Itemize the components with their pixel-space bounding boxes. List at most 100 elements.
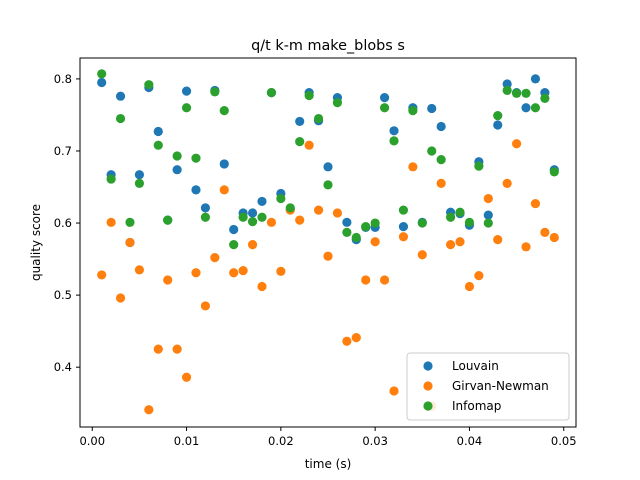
point-0-8 (172, 165, 182, 175)
point-1-1 (106, 217, 116, 227)
point-1-40 (474, 271, 484, 281)
point-1-31 (389, 386, 399, 396)
point-2-14 (229, 240, 239, 250)
point-0-42 (493, 120, 503, 130)
point-1-7 (163, 275, 173, 285)
y-tick-label-4: 0.8 (54, 72, 72, 86)
point-1-26 (342, 336, 352, 346)
legend: Louvain Girvan-Newman Infomap (406, 352, 570, 421)
point-2-28 (361, 222, 371, 232)
point-2-5 (144, 80, 154, 90)
point-0-32 (398, 222, 409, 232)
point-0-16 (247, 208, 258, 218)
point-1-18 (266, 217, 277, 227)
point-0-35 (427, 103, 437, 114)
point-1-36 (436, 178, 446, 188)
point-1-0 (97, 270, 107, 280)
point-2-15 (238, 212, 248, 222)
plot-frame (79, 57, 577, 428)
point-1-2 (115, 293, 126, 303)
point-1-15 (238, 266, 248, 276)
point-1-14 (229, 268, 239, 278)
x-axis: 0.00 0.01 0.02 0.03 0.04 0.05 (79, 427, 577, 448)
x-tick-label-4: 0.04 (457, 434, 483, 448)
point-2-17 (257, 212, 267, 222)
point-0-14 (229, 224, 239, 235)
point-1-32 (398, 232, 409, 242)
legend-label-0: Louvain (452, 359, 499, 373)
point-0-31 (389, 126, 399, 136)
y-tick-label-2: 0.6 (54, 216, 72, 230)
y-axis: 0.4 0.5 0.6 0.7 0.8 (54, 72, 80, 374)
point-2-13 (219, 106, 229, 116)
point-2-12 (210, 87, 220, 97)
point-1-46 (530, 198, 541, 209)
point-2-40 (474, 161, 484, 171)
point-0-17 (257, 196, 267, 207)
point-1-41 (483, 193, 493, 204)
point-0-13 (219, 159, 229, 169)
point-2-23 (313, 113, 324, 124)
point-1-9 (181, 372, 192, 382)
x-tick-label-3: 0.03 (362, 434, 388, 448)
point-0-45 (521, 103, 531, 113)
point-2-39 (464, 217, 475, 227)
point-2-33 (408, 106, 418, 116)
point-2-34 (417, 218, 427, 228)
legend-label-1: Girvan-Newman (452, 379, 549, 393)
point-0-2 (115, 91, 126, 101)
point-2-22 (304, 90, 314, 101)
chart-title: q/t k-m make_blobs s (251, 38, 405, 54)
point-2-1 (106, 174, 116, 184)
point-0-46 (530, 74, 541, 84)
point-1-22 (304, 140, 314, 150)
point-1-12 (210, 253, 220, 263)
point-1-23 (313, 205, 324, 215)
point-2-3 (125, 217, 135, 227)
point-2-26 (342, 227, 352, 238)
point-1-11 (200, 301, 211, 311)
point-2-10 (191, 153, 201, 163)
point-2-31 (389, 136, 399, 146)
legend-marker-1 (423, 381, 433, 391)
point-1-42 (493, 235, 503, 245)
point-1-21 (295, 215, 305, 225)
point-1-38 (455, 237, 465, 247)
point-1-43 (502, 178, 512, 188)
point-0-41 (483, 210, 493, 220)
point-1-34 (417, 250, 427, 260)
point-1-19 (276, 266, 286, 276)
point-2-27 (351, 232, 361, 243)
x-tick-label-0: 0.00 (79, 434, 105, 448)
point-2-29 (370, 218, 380, 228)
point-2-6 (153, 140, 163, 150)
point-2-21 (295, 137, 305, 147)
point-1-45 (521, 242, 531, 252)
y-tick-label-3: 0.7 (54, 144, 72, 158)
point-0-43 (502, 79, 512, 89)
x-tick-label-2: 0.02 (268, 434, 294, 448)
point-1-24 (323, 251, 333, 261)
point-0-0 (97, 77, 107, 88)
point-2-11 (200, 212, 211, 222)
point-1-6 (153, 344, 163, 354)
point-2-18 (266, 87, 277, 98)
x-axis-label: time (s) (305, 457, 352, 471)
point-2-9 (181, 103, 192, 113)
point-1-30 (379, 275, 390, 285)
point-2-19 (276, 193, 286, 204)
point-1-4 (134, 265, 145, 275)
legend-marker-0 (423, 361, 433, 371)
point-1-16 (247, 240, 258, 250)
point-1-8 (172, 344, 182, 354)
point-2-25 (332, 98, 343, 108)
data-points (97, 69, 559, 415)
point-2-0 (97, 69, 107, 79)
y-tick-label-1: 0.5 (54, 288, 72, 302)
point-1-29 (370, 237, 380, 247)
legend-marker-2 (423, 401, 433, 411)
point-2-42 (493, 111, 503, 121)
point-1-3 (125, 237, 135, 248)
point-2-4 (134, 178, 145, 188)
point-2-45 (521, 88, 531, 98)
